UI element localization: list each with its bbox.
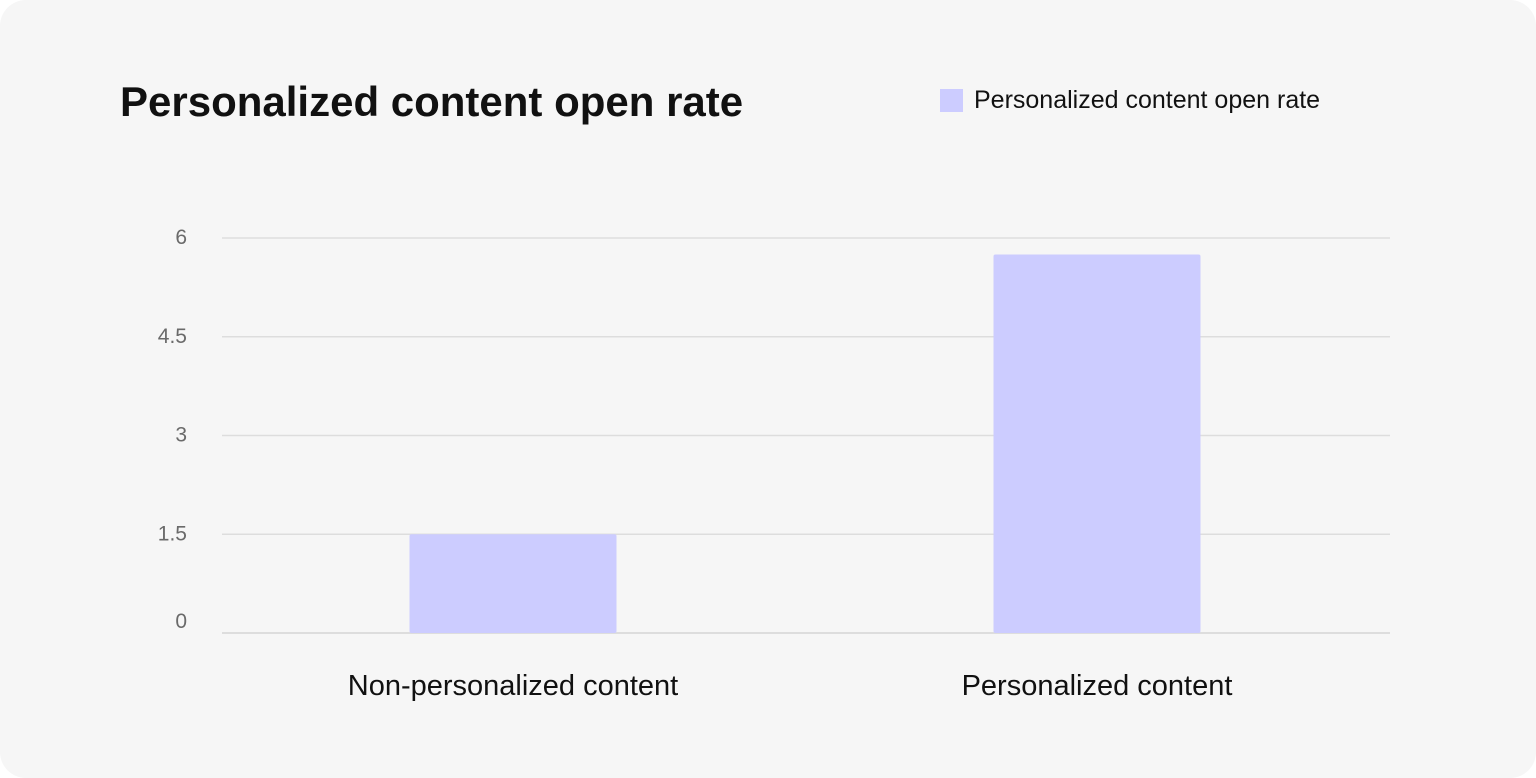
y-tick-label: 6 — [175, 226, 187, 249]
x-axis-categories: Non-personalized content Personalized con… — [348, 670, 1233, 702]
grid-lines — [222, 237, 1390, 634]
bar — [993, 254, 1201, 634]
legend-swatch — [940, 89, 963, 112]
x-category-label: Personalized content — [962, 670, 1233, 702]
y-axis-ticks: 0 1.5 3 4.5 6 — [158, 226, 187, 633]
y-tick-label: 3 — [175, 424, 187, 447]
y-tick-label: 0 — [175, 610, 187, 633]
legend-label: Personalized content open rate — [974, 86, 1321, 114]
chart-legend: Personalized content open rate — [940, 86, 1320, 115]
bar — [409, 534, 617, 633]
y-tick-label: 1.5 — [158, 522, 187, 545]
bars — [409, 254, 1201, 634]
y-tick-label: 4.5 — [158, 325, 187, 348]
x-category-label: Non-personalized content — [348, 670, 678, 702]
chart-title: Personalized content open rate — [120, 78, 744, 125]
